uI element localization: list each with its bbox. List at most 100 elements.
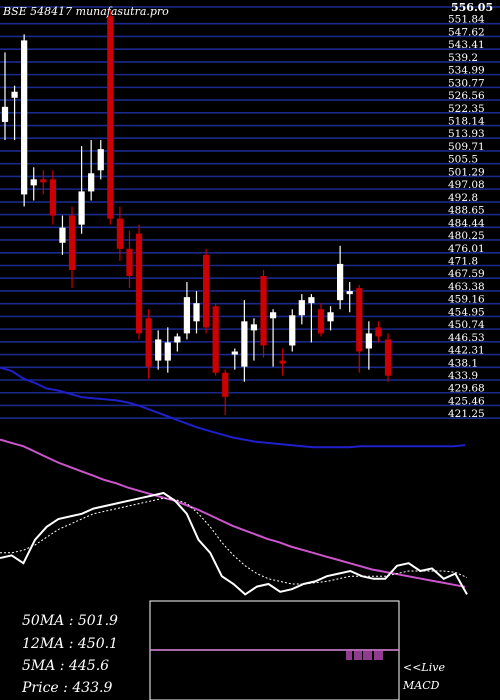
candle-body [375, 327, 382, 337]
candle [145, 309, 152, 379]
price-tick-label: 488.65 [448, 205, 485, 217]
price-tick-label: 543.41 [448, 39, 485, 51]
price-tick-label: 463.38 [448, 281, 485, 293]
price-tick-label: 539.2 [448, 52, 478, 64]
price-tick-label: 480.25 [448, 230, 485, 242]
candle [107, 10, 114, 225]
candle [241, 300, 248, 382]
candle-body [174, 336, 181, 343]
candle-body [356, 288, 363, 352]
price-tick-label: 446.53 [448, 332, 485, 344]
candle-body [59, 227, 66, 243]
candle-body [260, 276, 267, 346]
candle-body [21, 40, 28, 195]
macd-histogram-bar [363, 650, 372, 660]
candle-body [212, 306, 219, 373]
price-tick-label: 534.99 [448, 65, 485, 77]
candle [289, 309, 296, 352]
candle-body [346, 291, 353, 295]
candle [11, 85, 18, 141]
candle-body [49, 179, 56, 216]
candle [126, 230, 133, 289]
candle [183, 282, 191, 340]
macd-panel [0, 491, 468, 700]
price-tick-label: 551.84 [448, 14, 485, 26]
candle [317, 303, 325, 337]
candle [327, 306, 334, 331]
candle [155, 330, 162, 370]
macd-line [0, 491, 468, 596]
ma12-stat: 12MA : 450.1 [22, 636, 118, 652]
candle-body [279, 360, 286, 364]
ma50-stat: 50MA : 501.9 [22, 613, 118, 629]
candle [308, 294, 315, 343]
price-tick-label: 492.8 [448, 192, 478, 204]
price-tick-label: 501.29 [448, 166, 485, 178]
candle-body [183, 297, 191, 334]
candle-body [317, 309, 325, 334]
price-tick-label: 429.68 [448, 383, 485, 395]
price-tick-label: 454.95 [448, 306, 485, 318]
candle-body [135, 233, 143, 334]
candle-body [97, 149, 104, 171]
candle-body [298, 300, 305, 316]
price-tick-label: 471.8 [448, 256, 478, 268]
price-tick-label: 526.56 [448, 90, 485, 102]
candle [279, 348, 286, 376]
candle [97, 140, 104, 180]
macd-histogram-bar [346, 650, 352, 660]
candle [135, 224, 143, 340]
price-tick-label: 522.35 [448, 103, 485, 115]
candle-body [384, 339, 392, 376]
macd-name-label: MACD [402, 679, 440, 692]
candle-body [78, 191, 85, 225]
price-tick-label: 513.93 [448, 128, 485, 140]
macd-histogram-bar [354, 650, 362, 660]
candle [202, 248, 210, 334]
candle [30, 167, 37, 201]
candle-body [164, 342, 171, 361]
moving-average-lines [0, 366, 466, 588]
ma-slow-line [0, 438, 466, 588]
candle-body [145, 318, 152, 367]
candle-body [155, 339, 162, 361]
candle [21, 34, 28, 207]
top-price-label: 556.05 [451, 1, 493, 14]
candle-body [231, 351, 238, 355]
price-tick-label: 421.25 [448, 408, 485, 420]
candle [365, 321, 372, 370]
price-tick-label: 459.16 [448, 294, 485, 306]
candle [337, 245, 344, 310]
price-tick-label: 509.71 [448, 141, 485, 153]
price-tick-label: 442.31 [448, 345, 485, 357]
candle [269, 309, 277, 367]
price-tick-label: 497.08 [448, 179, 485, 191]
macd-histogram-bar [374, 650, 383, 660]
candle-body [337, 263, 344, 301]
candle-body [11, 91, 18, 98]
candle-body [116, 218, 124, 249]
macd-live-label: <<Live [403, 661, 445, 674]
candle [346, 282, 353, 313]
candle [88, 140, 95, 201]
ma-fast-line [0, 366, 466, 449]
candle [222, 369, 229, 415]
candle-body [193, 303, 200, 322]
candle [68, 206, 76, 289]
candle [164, 327, 171, 373]
price-stat: Price : 433.9 [21, 680, 113, 696]
candle-body [30, 179, 37, 186]
candle-body [241, 321, 248, 367]
price-axis: 551.84547.62543.41539.2534.99530.77526.5… [448, 14, 485, 420]
candle-body [107, 16, 114, 219]
price-grid [0, 6, 500, 420]
candle [193, 291, 200, 334]
price-tick-label: 438.1 [448, 357, 478, 369]
candle [231, 348, 238, 370]
candle-body [68, 215, 76, 270]
price-tick-label: 476.01 [448, 243, 485, 255]
candle-body [202, 254, 210, 328]
chart-title: BSE 548417 munafasutra.pro [2, 5, 169, 18]
